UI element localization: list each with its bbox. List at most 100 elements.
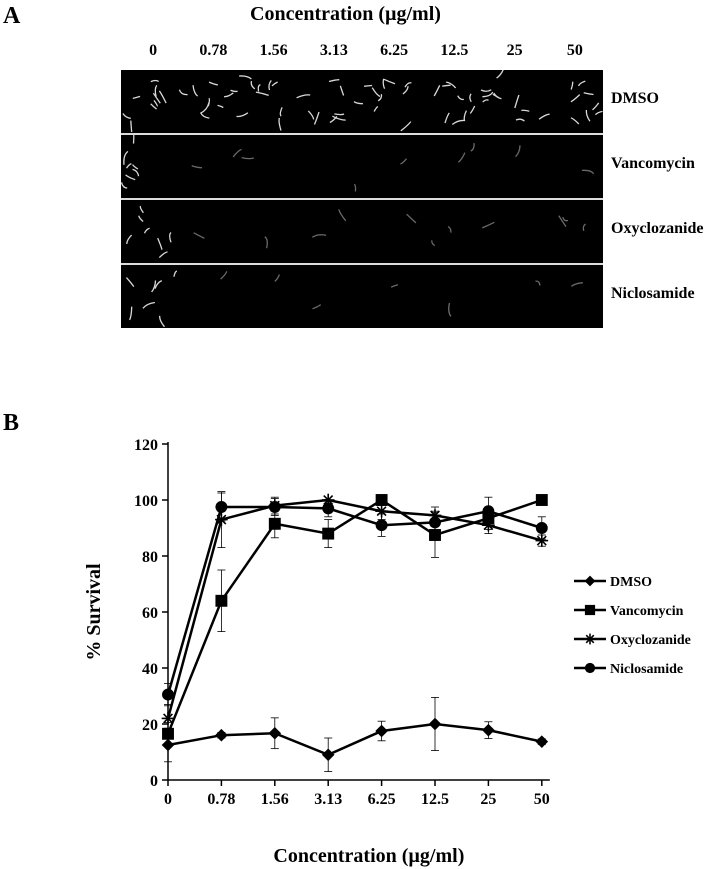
worm-sketch — [150, 79, 160, 83]
worm-sketch — [364, 84, 373, 87]
worm-sketch — [570, 117, 580, 125]
worm-sketch — [514, 94, 520, 109]
data-point-marker — [375, 724, 388, 738]
worm-sketch — [585, 109, 591, 122]
worm-sketch — [558, 215, 567, 227]
microscopy-row-label: Oxyclozanide — [611, 220, 704, 237]
y-tick-label: 0 — [150, 773, 158, 790]
data-point-marker — [321, 748, 335, 762]
data-point-marker — [322, 527, 335, 540]
worm-sketch — [230, 89, 238, 93]
legend-marker — [584, 633, 596, 645]
worm-sketch — [236, 112, 249, 118]
worm-sketch — [200, 102, 210, 114]
legend-label: Oxyclozanide — [610, 633, 691, 648]
worm-sketch — [353, 101, 363, 105]
worm-sketch — [390, 284, 399, 288]
data-point-marker — [375, 494, 388, 506]
data-point-marker — [535, 494, 548, 506]
data-point-marker — [161, 712, 175, 725]
x-tick-label: 1.56 — [261, 791, 289, 808]
worm-sketch — [353, 183, 357, 192]
concentration-tick-label: 50 — [566, 42, 583, 59]
worm-sketch — [402, 86, 409, 95]
x-tick-label: 0 — [164, 791, 172, 808]
series-line — [167, 722, 543, 757]
data-point-marker — [428, 717, 442, 731]
worm-sketch — [307, 110, 315, 120]
data-point-marker — [482, 505, 495, 518]
worm-sketch — [594, 110, 603, 116]
legend-label: Vancomycin — [610, 604, 684, 619]
data-point-marker — [162, 688, 174, 701]
worm-sketch — [328, 79, 340, 83]
concentration-tick-label: 25 — [506, 42, 523, 59]
worm-sketch — [296, 94, 311, 99]
worm-sketch — [382, 78, 386, 89]
worm-sketch — [470, 143, 475, 152]
x-tick-label: 3.13 — [314, 791, 342, 808]
worm-sketch — [482, 99, 489, 103]
worm-sketch — [130, 120, 133, 132]
worm-sketch — [480, 89, 492, 92]
worm-sketch — [192, 85, 199, 97]
legend-label: DMSO — [610, 575, 652, 590]
data-point-marker — [215, 594, 228, 607]
worm-sketch — [570, 94, 581, 103]
worm-sketch — [178, 89, 188, 96]
worm-sketch — [371, 87, 381, 98]
worm-sketch — [383, 78, 396, 85]
y-tick-label: 120 — [134, 437, 158, 454]
worm-sketch — [153, 100, 158, 107]
concentration-tick-label: 0.78 — [199, 42, 228, 59]
worm-sketch — [496, 70, 504, 79]
worm-sketch — [463, 110, 467, 122]
microscopy-row-separator — [121, 198, 603, 200]
worm-sketch — [442, 84, 451, 87]
worm-sketch — [400, 121, 412, 132]
worm-sketch — [224, 92, 234, 98]
worm-sketch — [469, 93, 472, 103]
microscopy-row — [121, 135, 603, 197]
worm-sketch — [217, 104, 224, 109]
worm-sketch — [339, 85, 345, 96]
microscopy-row — [121, 70, 603, 132]
worm-sketch — [123, 150, 129, 165]
concentration-tick-label: 1.56 — [259, 42, 288, 59]
x-tick-label: 12.5 — [421, 791, 449, 808]
microscopy-row-separator — [121, 263, 603, 265]
worm-sketch — [451, 119, 465, 126]
worm-sketch — [404, 82, 412, 88]
x-tick-label: 0.78 — [207, 791, 235, 808]
data-point-marker — [482, 723, 495, 737]
microscopy-row-label: Niclosamide — [611, 285, 695, 302]
data-point-marker — [215, 728, 228, 742]
worm-sketch — [373, 105, 379, 112]
worm-sketch — [377, 94, 383, 102]
data-point-marker — [322, 502, 335, 515]
concentration-tick-label: 12.5 — [440, 42, 469, 59]
worm-sketch — [271, 81, 278, 87]
worm-sketch — [334, 113, 345, 116]
worm-sketch — [457, 95, 464, 101]
survival-chart: 0 20 40 60 80 100 120 0 0.78 1.56 3.13 6.25 12.5 25 50… — [83, 437, 691, 867]
worm-sketch — [129, 306, 133, 321]
worm-sketch — [274, 274, 280, 282]
y-tick-label: 60 — [142, 605, 158, 622]
worm-sketch — [241, 156, 254, 160]
worm-sketch — [515, 145, 521, 158]
data-point-marker — [268, 517, 281, 530]
data-point-marker — [429, 516, 441, 529]
y-tick-label: 40 — [142, 661, 158, 678]
worm-sketch — [151, 280, 157, 293]
worm-sketch — [538, 113, 550, 120]
worm-sketch — [232, 148, 242, 158]
worm-sketch — [193, 232, 205, 239]
worm-sketch — [279, 107, 283, 117]
data-point-marker — [162, 727, 174, 740]
worm-sketch — [446, 81, 457, 89]
worm-sketch — [125, 162, 132, 169]
microscopy-row — [121, 200, 603, 262]
legend-label: Niclosamide — [610, 662, 683, 677]
panel-a-letter: A — [3, 3, 21, 29]
